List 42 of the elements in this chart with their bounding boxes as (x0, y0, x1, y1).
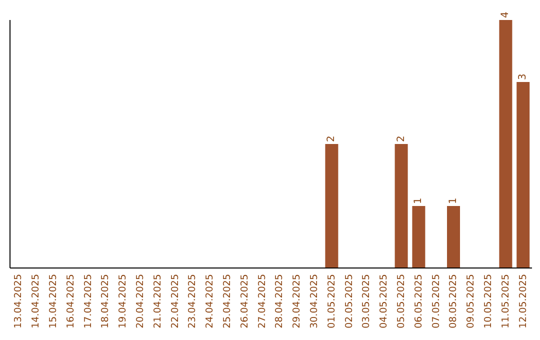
x-tick-label: 23.04.2025 (187, 274, 198, 328)
x-tick-label: 25.04.2025 (222, 274, 233, 328)
x-tick-label: 05.05.2025 (396, 274, 407, 328)
x-tick-label: 19.04.2025 (118, 274, 129, 328)
x-tick-label: 21.04.2025 (152, 274, 164, 328)
x-tick-label: 06.05.2025 (413, 274, 424, 328)
x-tick-label: 04.05.2025 (378, 274, 390, 328)
data-label: 1 (448, 198, 459, 204)
x-tick-label: 08.05.2025 (448, 274, 460, 328)
x-tick-label: 11.05.2025 (500, 274, 512, 328)
bar (447, 206, 460, 268)
bar (394, 144, 408, 268)
x-tick-label: 07.05.2025 (430, 274, 442, 328)
x-tick-label: 10.05.2025 (483, 274, 494, 328)
x-tick-label: 26.04.2025 (239, 274, 250, 328)
x-tick-label: 14.04.2025 (30, 274, 42, 328)
bar (516, 82, 530, 268)
x-tick-label: 27.04.2025 (256, 274, 268, 328)
x-tick-label: 24.04.2025 (204, 274, 216, 328)
x-tick-label: 30.04.2025 (309, 274, 320, 328)
data-label: 2 (396, 136, 407, 142)
x-tick-label: 16.04.2025 (65, 274, 76, 328)
bar (325, 144, 338, 268)
x-tick-label: 29.04.2025 (292, 274, 303, 328)
data-label: 2 (326, 136, 338, 142)
x-tick-label: 20.04.2025 (135, 274, 146, 328)
x-tick-label: 13.04.2025 (13, 274, 24, 328)
data-label: 3 (518, 74, 529, 80)
x-tick-label: 02.05.2025 (344, 274, 355, 328)
x-tick-label: 15.04.2025 (48, 274, 59, 328)
data-label: 1 (413, 198, 424, 204)
x-tick-label: 01.05.2025 (326, 274, 338, 328)
x-tick-label: 09.05.2025 (466, 274, 477, 328)
x-tick-label: 18.04.2025 (100, 274, 112, 328)
x-tick-label: 28.04.2025 (274, 274, 286, 328)
x-tick-label: 12.05.2025 (518, 274, 529, 328)
bar (412, 206, 426, 268)
x-tick-label: 22.04.2025 (170, 274, 181, 328)
x-tick-label: 17.04.2025 (82, 274, 94, 328)
x-tick-label: 03.05.2025 (361, 274, 372, 328)
data-label: 4 (500, 12, 512, 18)
bar (499, 20, 512, 268)
